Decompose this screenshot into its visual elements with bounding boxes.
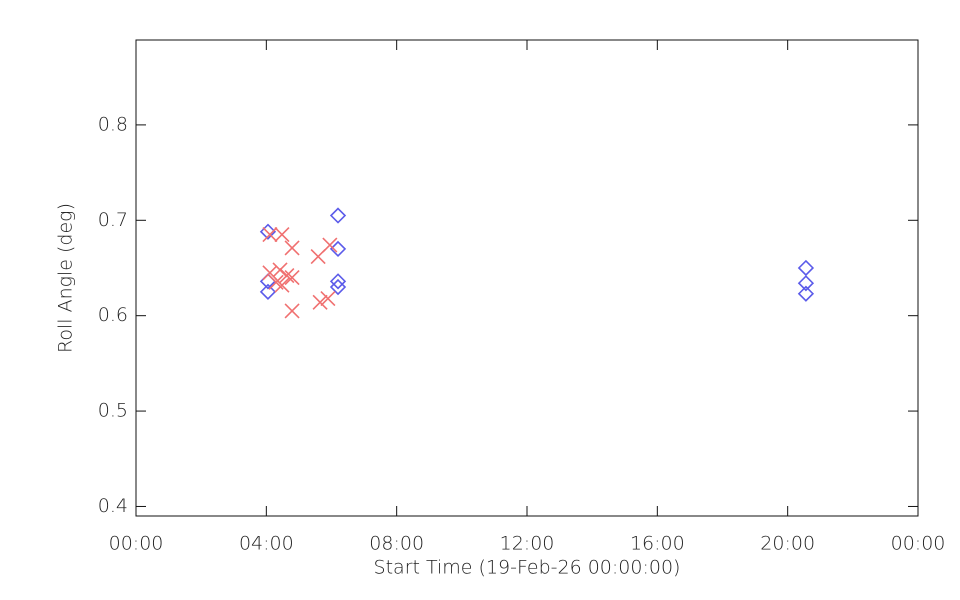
x-axis-label: Start Time (19-Feb-26 00:00:00) xyxy=(374,557,681,579)
y-axis-label: Roll Angle (deg) xyxy=(55,203,77,353)
x-point xyxy=(284,303,300,319)
x-point xyxy=(312,294,328,310)
y-tick-label: 0.6 xyxy=(98,304,128,326)
x-point xyxy=(262,227,278,243)
x-point xyxy=(262,265,278,281)
plot-frame xyxy=(135,39,919,517)
x-tick-label: 04:00 xyxy=(239,533,294,555)
x-point xyxy=(322,237,338,253)
diamond-point xyxy=(329,273,347,290)
y-tick-label: 0.4 xyxy=(98,495,128,517)
y-tick-label: 0.7 xyxy=(98,209,128,231)
x-tick-label: 00:00 xyxy=(109,533,164,555)
diamond-point xyxy=(259,283,277,300)
x-tick-label: 00:00 xyxy=(891,533,946,555)
diamond-point xyxy=(259,223,277,240)
diamond-point xyxy=(797,259,815,277)
x-point xyxy=(279,268,295,284)
x-point xyxy=(284,240,300,256)
x-point xyxy=(274,277,290,293)
diamond-point xyxy=(329,278,347,296)
diamond-point xyxy=(329,240,347,258)
x-point xyxy=(320,290,336,307)
x-tick-label: 20:00 xyxy=(760,533,815,555)
x-point xyxy=(284,269,300,286)
x-tick-label: 16:00 xyxy=(630,533,685,555)
x-point xyxy=(274,227,290,243)
diamond-point xyxy=(797,285,815,302)
y-tick-label: 0.5 xyxy=(98,400,128,422)
y-tick-label: 0.8 xyxy=(98,113,128,135)
diamond-point xyxy=(797,275,815,292)
x-tick-label: 12:00 xyxy=(500,533,555,555)
x-tick-label: 08:00 xyxy=(369,533,424,555)
diamond-point xyxy=(329,207,347,224)
